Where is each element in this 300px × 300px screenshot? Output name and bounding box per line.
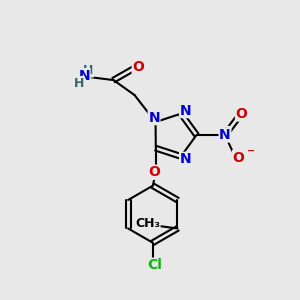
Text: N: N — [180, 103, 191, 118]
Text: O: O — [132, 60, 144, 74]
Text: N: N — [219, 128, 231, 142]
Text: O: O — [148, 165, 160, 179]
Text: ⁻: ⁻ — [247, 147, 254, 162]
Text: O: O — [236, 107, 247, 121]
Text: N: N — [148, 111, 160, 124]
Text: O: O — [232, 151, 244, 164]
Text: H: H — [83, 64, 93, 77]
Text: +: + — [221, 126, 230, 136]
Text: Cl: Cl — [147, 258, 162, 272]
Text: N: N — [78, 69, 90, 82]
Text: CH₃: CH₃ — [135, 218, 160, 230]
Text: N: N — [180, 152, 191, 167]
Text: H: H — [74, 76, 84, 90]
